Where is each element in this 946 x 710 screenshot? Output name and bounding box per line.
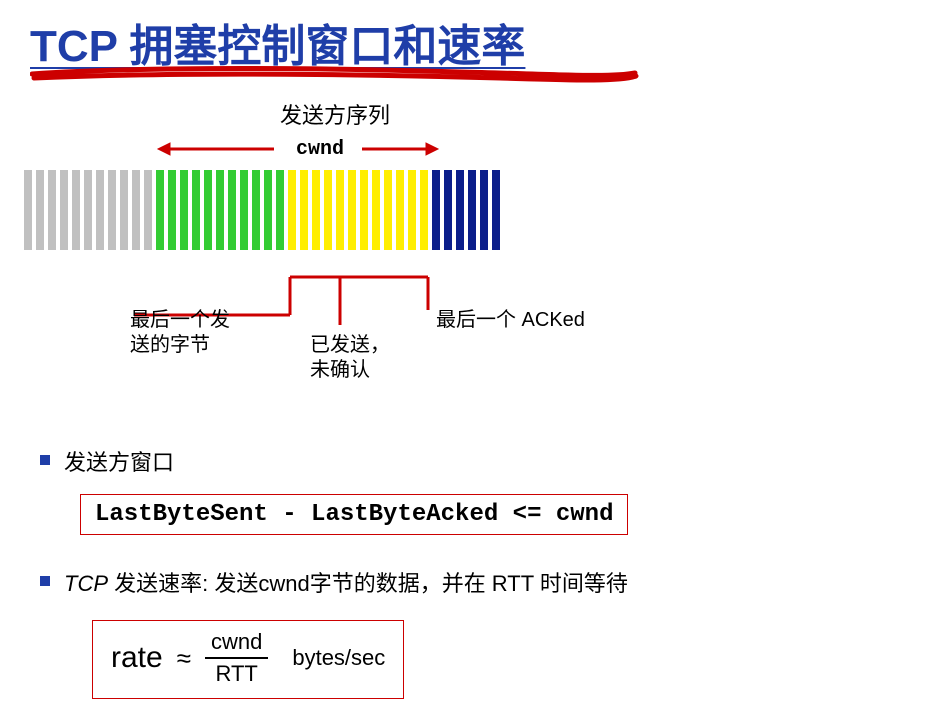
bullet-square-icon [40, 576, 50, 586]
byte-bar-in-cwnd-confirmed [228, 170, 236, 250]
byte-bar-in-cwnd-confirmed [216, 170, 224, 250]
byte-bar-in-cwnd-confirmed [252, 170, 260, 250]
byte-bar-in-cwnd-confirmed [276, 170, 284, 250]
fraction-numerator: cwnd [205, 629, 268, 657]
sender-sequence-label: 发送方序列 [280, 98, 390, 130]
byte-bar-acked [36, 170, 44, 250]
byte-bar-not-sent [432, 170, 440, 250]
byte-bar-sent-unacked [324, 170, 332, 250]
byte-bar-acked [96, 170, 104, 250]
byte-bar-sent-unacked [420, 170, 428, 250]
rate-intro-rest: 发送速率: 发送cwnd字节的数据，并在 RTT 时间等待 [108, 571, 628, 596]
byte-bar-sent-unacked [288, 170, 296, 250]
byte-bar-in-cwnd-confirmed [264, 170, 272, 250]
byte-bar-acked [84, 170, 92, 250]
byte-bar-not-sent [444, 170, 452, 250]
byte-bar-in-cwnd-confirmed [240, 170, 248, 250]
byte-bar-in-cwnd-confirmed [156, 170, 164, 250]
byte-bar-not-sent [492, 170, 500, 250]
byte-bar-in-cwnd-confirmed [204, 170, 212, 250]
byte-bar-sent-unacked [384, 170, 392, 250]
byte-bar-not-sent [456, 170, 464, 250]
byte-bar-acked [132, 170, 140, 250]
byte-bar-in-cwnd-confirmed [180, 170, 188, 250]
byte-bar-sent-unacked [336, 170, 344, 250]
bullet-sender-window: 发送方窗口 [40, 445, 174, 477]
title-underline-scribble [30, 62, 640, 84]
rate-fraction: cwnd RTT [205, 629, 268, 688]
byte-bar-sent-unacked [348, 170, 356, 250]
byte-bar-sent-unacked [300, 170, 308, 250]
bullet-tcp-rate: TCP 发送速率: 发送cwnd字节的数据，并在 RTT 时间等待 [40, 566, 628, 598]
label-last-byte-sent: 最后一个发 送的字节 [130, 308, 230, 358]
fraction-denominator: RTT [209, 659, 263, 687]
byte-bar-sent-unacked [408, 170, 416, 250]
byte-bar-sent-unacked [372, 170, 380, 250]
byte-bar-acked [108, 170, 116, 250]
bullet-tcp-rate-text: TCP 发送速率: 发送cwnd字节的数据，并在 RTT 时间等待 [64, 566, 628, 598]
byte-bars [24, 170, 500, 250]
label-last-acked: 最后一个 ACKed [436, 308, 585, 333]
byte-bar-sent-unacked [360, 170, 368, 250]
byte-bar-not-sent [468, 170, 476, 250]
cwnd-arrow-right [360, 140, 440, 158]
bullet-sender-window-text: 发送方窗口 [64, 445, 174, 477]
byte-bar-acked [144, 170, 152, 250]
byte-bar-sent-unacked [396, 170, 404, 250]
byte-bar-acked [48, 170, 56, 250]
byte-bar-in-cwnd-confirmed [192, 170, 200, 250]
bullet-square-icon [40, 455, 50, 465]
cwnd-label: cwnd [296, 138, 344, 161]
rate-unit: bytes/sec [292, 645, 385, 671]
rate-formula-box: rate ≈ cwnd RTT bytes/sec [92, 620, 404, 699]
byte-bar-sent-unacked [312, 170, 320, 250]
tcp-italic: TCP [64, 571, 108, 596]
byte-bar-acked [120, 170, 128, 250]
byte-bar-acked [60, 170, 68, 250]
label-sent-unacked: 已发送， 未确认 [310, 333, 390, 383]
rate-word: rate [111, 641, 163, 675]
slide: TCP 拥塞控制窗口和速率 发送方序列 cwnd 最后一个发 送的字节 已发送，… [0, 0, 946, 710]
byte-bar-acked [72, 170, 80, 250]
formula-box-cwnd: LastByteSent - LastByteAcked <= cwnd [80, 494, 628, 535]
cwnd-arrow-left [156, 140, 276, 158]
byte-bar-not-sent [480, 170, 488, 250]
approx-symbol: ≈ [177, 643, 191, 674]
byte-bar-acked [24, 170, 32, 250]
byte-bar-in-cwnd-confirmed [168, 170, 176, 250]
